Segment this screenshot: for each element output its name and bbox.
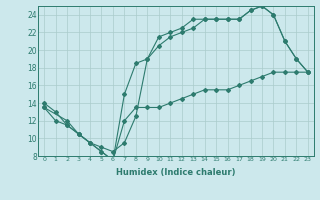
X-axis label: Humidex (Indice chaleur): Humidex (Indice chaleur) xyxy=(116,168,236,177)
